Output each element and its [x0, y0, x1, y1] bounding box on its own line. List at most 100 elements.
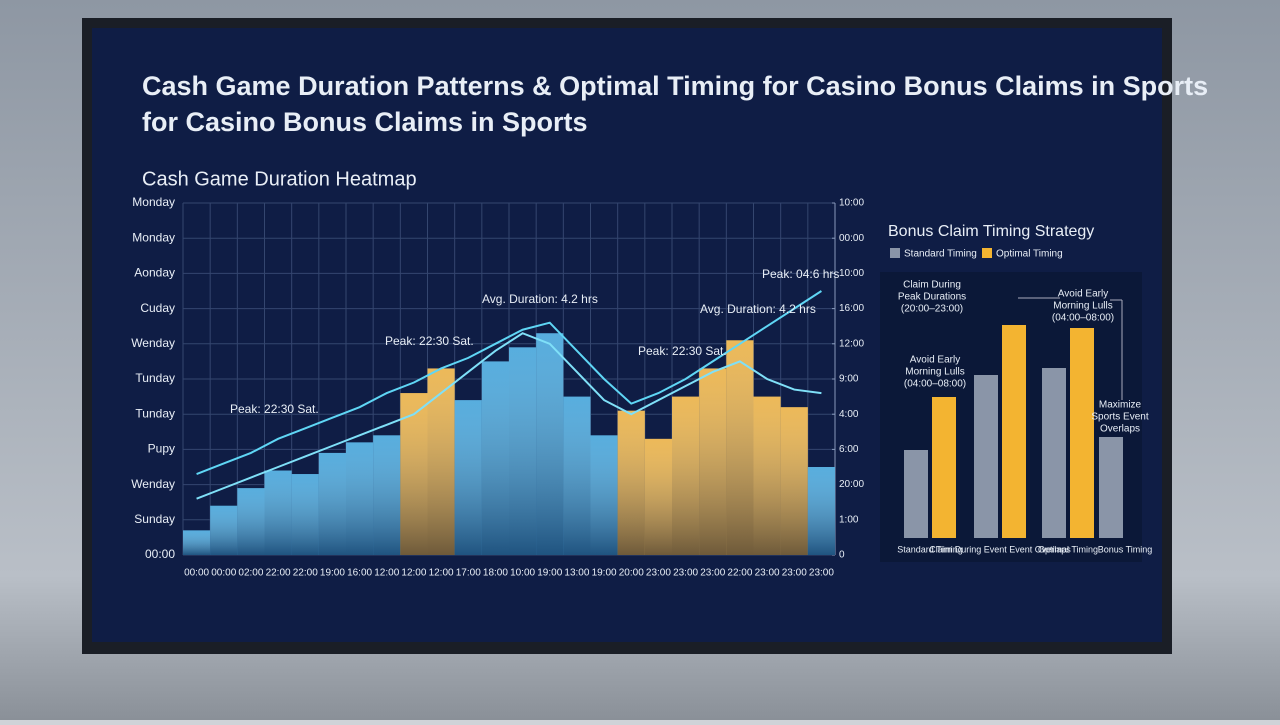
- x-tick-label: 23:00: [700, 568, 725, 579]
- bar-shade: [780, 407, 808, 555]
- x-tick-label: 19:00: [537, 568, 562, 579]
- x-tick-label: 13:00: [564, 568, 589, 579]
- annotation: Peak Durations: [898, 292, 966, 303]
- x-tick-label: 23:00: [673, 568, 698, 579]
- legend-label: Optimal Timing: [996, 249, 1063, 260]
- bar-shade: [672, 396, 700, 555]
- x-tick-label: 19:00: [320, 568, 345, 579]
- y2-tick-label: 1:00: [839, 514, 859, 525]
- annotation: (20:00–23:00): [901, 304, 963, 315]
- page-title: for Casino Bonus Claims in Sports: [142, 107, 588, 137]
- annotation: Sports Event: [1091, 412, 1148, 423]
- annotation: Avoid Early: [910, 355, 960, 366]
- x-tick-label: 18:00: [483, 568, 508, 579]
- y2-tick-label: 6:00: [839, 444, 859, 455]
- x-tick-label: 00:00: [184, 568, 209, 579]
- x-tick-label: Standard Timing: [897, 544, 963, 554]
- x-tick-label: 22:00: [727, 568, 752, 579]
- annotation: Claim During: [903, 280, 961, 291]
- bar-shade: [563, 396, 591, 555]
- bar: [1099, 437, 1123, 538]
- x-tick-label: 12:00: [429, 568, 454, 579]
- bar-shade: [807, 467, 835, 555]
- bar-shade: [509, 347, 537, 555]
- bar-shade: [291, 474, 319, 555]
- x-tick-label: 02:00: [238, 568, 263, 579]
- bar-shade: [264, 470, 292, 555]
- bar-shade: [644, 438, 672, 555]
- bar: [1002, 325, 1026, 538]
- x-tick-label: 22:00: [293, 568, 318, 579]
- bar-shade: [699, 368, 727, 555]
- bar-shade: [617, 410, 645, 555]
- y2-tick-label: 0: [839, 550, 845, 561]
- bar: [932, 397, 956, 538]
- x-tick-label: Claim During Event Event Overlaps: [929, 544, 1071, 554]
- y-tick-label: Monday: [132, 195, 175, 209]
- bar-shade: [210, 505, 238, 555]
- y2-tick-label: 10:00: [839, 268, 864, 279]
- annotation: Peak: 22:30 Sat.: [385, 334, 474, 348]
- bar-shade: [346, 442, 374, 555]
- bar-shade: [183, 530, 211, 555]
- y-tick-label: Sunday: [134, 512, 175, 526]
- annotation: Peak: 22:30 Sat.: [230, 402, 319, 416]
- legend-swatch: [982, 248, 992, 258]
- annotation: Overlaps: [1100, 424, 1140, 435]
- y2-tick-label: 12:00: [839, 338, 864, 349]
- bar-shade: [373, 435, 401, 555]
- y-tick-label: Pupy: [148, 442, 175, 456]
- bar-shade: [481, 361, 509, 555]
- annotation: Avoid Early: [1058, 289, 1108, 300]
- page-title: Cash Game Duration Patterns & Optimal Ti…: [142, 71, 1208, 101]
- x-tick-label: 23:00: [755, 568, 780, 579]
- annotation: Morning Lulls: [905, 367, 964, 378]
- x-tick-label: 17:00: [456, 568, 481, 579]
- x-tick-label: 10:00: [510, 568, 535, 579]
- chart-title: Cash Game Duration Heatmap: [142, 168, 417, 190]
- y-tick-label: Tunday: [135, 371, 175, 385]
- annotation: Avg. Duration: 4.2 hrs: [482, 292, 598, 306]
- bar: [974, 375, 998, 538]
- legend-label: Standard Timing: [904, 249, 977, 260]
- y2-tick-label: 20:00: [839, 479, 864, 490]
- bar-shade: [536, 333, 564, 555]
- x-tick-label: 16:00: [347, 568, 372, 579]
- bar-shade: [726, 340, 754, 555]
- bar-shade: [400, 393, 428, 555]
- x-tick-label: 19:00: [592, 568, 617, 579]
- y2-tick-label: 16:00: [839, 303, 864, 314]
- x-tick-label: 23:00: [809, 568, 834, 579]
- y-tick-label: Wenday: [131, 477, 175, 491]
- y-tick-label: 00:00: [145, 547, 175, 561]
- y-tick-label: Cuday: [140, 301, 175, 315]
- bar-shade: [237, 488, 265, 555]
- y2-tick-label: 10:00: [839, 198, 864, 209]
- y2-tick-label: 00:00: [839, 233, 864, 244]
- y-tick-label: Aonday: [134, 266, 175, 280]
- bar: [904, 450, 928, 538]
- y-tick-label: Monday: [132, 230, 175, 244]
- chart-title: Bonus Claim Timing Strategy: [888, 223, 1094, 240]
- x-tick-label: 22:00: [266, 568, 291, 579]
- y-tick-label: Wenday: [131, 336, 175, 350]
- x-tick-label: 20:00: [619, 568, 644, 579]
- bar-shade: [427, 368, 455, 555]
- x-tick-label: Bonus Timing: [1098, 544, 1153, 554]
- annotation: (04:00–08:00): [904, 379, 966, 390]
- bar: [1042, 368, 1066, 538]
- annotation: Morning Lulls: [1053, 301, 1112, 312]
- bar-shade: [590, 435, 618, 555]
- x-tick-label: Optimal Timing: [1038, 544, 1098, 554]
- annotation: Peak: 04:6 hrs: [762, 267, 839, 281]
- annotation: Maximize: [1099, 400, 1142, 411]
- y2-tick-label: 4:00: [839, 409, 859, 420]
- y-tick-label: Tunday: [135, 406, 175, 420]
- y2-tick-label: 9:00: [839, 374, 859, 385]
- x-tick-label: 23:00: [646, 568, 671, 579]
- bar-shade: [318, 452, 346, 555]
- bar-shade: [454, 400, 482, 555]
- annotation: Avg. Duration: 4.2 hrs: [700, 302, 816, 316]
